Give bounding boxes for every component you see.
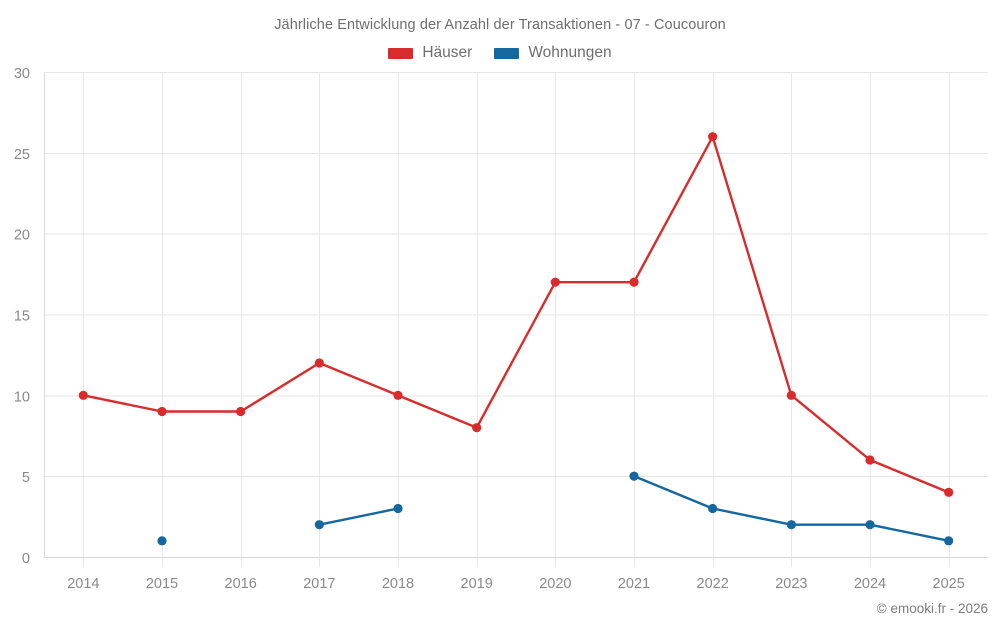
y-axis-tick-label: 25: [14, 147, 30, 163]
data-point[interactable]: [78, 390, 88, 400]
y-axis-tick-label: 0: [22, 551, 30, 567]
legend-swatch-wohnungen: [494, 47, 520, 59]
chart-legend: Häuser Wohnungen: [0, 44, 1000, 62]
x-axis-tick-label: 2022: [697, 576, 729, 592]
chart-title: Jährliche Entwicklung der Anzahl der Tra…: [274, 17, 726, 33]
x-axis-tick-label: 2014: [67, 576, 99, 592]
series-line: [318, 507, 400, 526]
x-axis-tick-label: 2025: [933, 576, 965, 592]
x-axis-tick-label: 2015: [146, 576, 178, 592]
data-point[interactable]: [786, 520, 796, 530]
x-axis-tick-label: 2023: [775, 576, 807, 592]
y-axis-tick-label: 15: [14, 309, 30, 325]
x-axis-tick-label: 2020: [539, 576, 571, 592]
footer-credit: © emooki.fr - 2026: [876, 601, 988, 616]
data-point[interactable]: [393, 503, 403, 514]
data-point[interactable]: [550, 277, 560, 287]
series-häuser: [78, 132, 954, 497]
legend-label-wohnungen: Wohnungen: [528, 44, 612, 61]
data-point[interactable]: [865, 520, 875, 530]
y-axis-tick-label: 30: [14, 66, 30, 82]
y-axis-tick-label: 10: [14, 389, 30, 405]
y-axis-tick-label: 20: [14, 228, 30, 244]
x-axis-tick-label: 2021: [618, 576, 650, 592]
x-axis-tick-label: 2019: [461, 576, 493, 592]
data-point[interactable]: [157, 406, 167, 417]
data-point[interactable]: [944, 536, 954, 546]
x-axis-tick-label: 2018: [382, 576, 414, 592]
data-point[interactable]: [393, 390, 403, 400]
series-wohnungen: [157, 471, 954, 546]
data-point[interactable]: [314, 358, 324, 368]
data-point[interactable]: [472, 423, 482, 433]
y-axis-tick-label: 5: [22, 470, 30, 486]
legend-swatch-hauser: [388, 47, 414, 59]
data-point[interactable]: [944, 487, 954, 497]
data-point[interactable]: [314, 520, 324, 530]
data-point[interactable]: [708, 503, 718, 514]
data-point[interactable]: [708, 132, 718, 142]
x-axis-tick-label: 2017: [303, 576, 335, 592]
x-axis-tick-label: 2024: [854, 576, 886, 592]
data-point[interactable]: [236, 406, 246, 417]
data-point[interactable]: [786, 390, 796, 400]
data-point[interactable]: [629, 277, 639, 287]
x-axis-tick-label: 2016: [225, 576, 257, 592]
series-line: [82, 135, 950, 494]
data-point[interactable]: [629, 471, 639, 481]
legend-item-hauser[interactable]: Häuser: [388, 44, 472, 62]
data-point[interactable]: [865, 455, 875, 465]
legend-label-hauser: Häuser: [422, 44, 473, 61]
legend-item-wohnungen[interactable]: Wohnungen: [494, 44, 612, 62]
data-point[interactable]: [157, 536, 167, 546]
